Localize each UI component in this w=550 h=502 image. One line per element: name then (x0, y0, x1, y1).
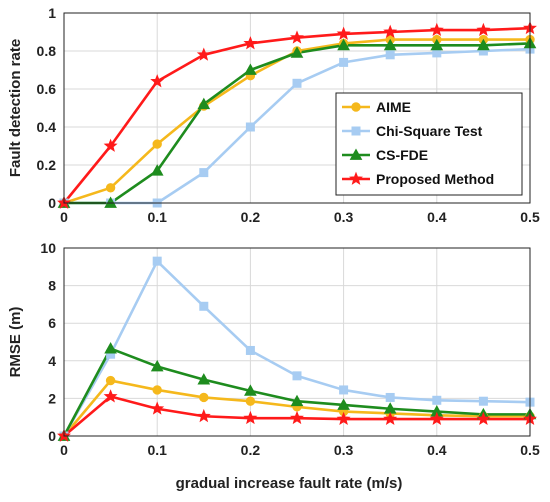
bottom-point-proposed-method (476, 411, 491, 426)
top-point-proposed-method (383, 24, 398, 38)
bottom-point-chi-square-test (292, 371, 302, 381)
bottom-point-proposed-method (290, 410, 304, 425)
legend-marker-proposed-method (349, 171, 363, 185)
top-x-tick-label: 0 (60, 209, 68, 225)
bottom-point-proposed-method (383, 411, 398, 426)
top-point-proposed-method (150, 74, 165, 88)
top-x-tick-label: 0.2 (241, 209, 261, 225)
bottom-panel-rmse: 0 0.1 0.2 0.3 0.4 0.5 0 2 4 6 8 10 RMSE (m) gradual… (7, 240, 540, 492)
bottom-point-proposed-method (196, 408, 211, 423)
bottom-y-tick-label: 6 (48, 315, 56, 331)
top-point-cs-fde (383, 38, 397, 51)
top-panel-fault-detection-rate: 0 0.1 0.2 0.3 0.4 0.5 0 0.2 0.4 0.6 0.8 1 Fault det… (7, 5, 540, 225)
bottom-point-aime (245, 396, 256, 406)
top-point-cs-fde (290, 46, 304, 58)
bottom-point-chi-square-test (478, 396, 488, 406)
top-y-tick-label: 0.4 (37, 119, 57, 135)
top-point-aime (152, 139, 162, 149)
top-x-tick-label: 0.5 (520, 209, 540, 225)
top-point-cs-fde (430, 38, 444, 51)
legend-label-proposed-method: Proposed Method (376, 171, 494, 187)
bottom-point-chi-square-test (152, 256, 162, 266)
top-point-proposed-method (429, 22, 444, 37)
top-y-tick-label: 1 (48, 5, 56, 21)
top-y-axis-label: Fault detection rate (7, 39, 24, 177)
bottom-x-tick-label: 0.2 (241, 442, 261, 458)
bottom-point-proposed-method (103, 389, 118, 403)
bottom-point-chi-square-test (385, 392, 395, 402)
bottom-point-cs-fde (337, 398, 350, 410)
bottom-point-proposed-method (243, 410, 258, 425)
bottom-point-aime (105, 375, 116, 386)
bottom-point-chi-square-test (432, 395, 442, 405)
bottom-y-axis-label: RMSE (m) (7, 307, 24, 378)
bottom-series-markers (57, 256, 537, 442)
top-point-proposed-method (196, 47, 211, 61)
top-y-tick-label: 0 (48, 195, 56, 211)
legend-label-aime: AIME (376, 99, 411, 115)
top-y-tick-label: 0.6 (37, 81, 57, 97)
bottom-point-cs-fde (290, 394, 304, 407)
bottom-x-tick-label: 0.3 (334, 442, 354, 458)
top-point-cs-fde (197, 97, 211, 110)
top-plot-area (63, 12, 531, 204)
legend: AIME Chi-Square Test CS-FDE Proposed Method (335, 92, 523, 196)
bottom-y-tick-label: 2 (48, 390, 56, 406)
bottom-y-tick-label: 8 (48, 278, 56, 294)
legend-label-chi-square-test: Chi-Square Test (376, 123, 483, 139)
bottom-point-proposed-method (150, 401, 165, 415)
top-x-tick-label: 0.4 (427, 209, 447, 225)
bottom-point-cs-fde (244, 384, 257, 396)
bottom-x-tick-label: 0.5 (520, 442, 540, 458)
top-tick-labels: 0 0.1 0.2 0.3 0.4 0.5 0 0.2 0.4 0.6 0.8 1 (37, 5, 540, 225)
top-point-cs-fde (150, 164, 164, 176)
bottom-y-tick-label: 4 (48, 353, 56, 369)
top-y-tick-label: 0.8 (37, 43, 57, 59)
top-point-proposed-method (103, 138, 118, 152)
top-x-tick-label: 0.1 (147, 209, 167, 225)
legend-marker-aime (351, 102, 361, 112)
top-point-cs-fde (337, 38, 350, 51)
bottom-point-cs-fde (104, 342, 117, 354)
top-point-chi-square-test (199, 168, 209, 178)
bottom-point-aime (199, 392, 209, 403)
bottom-plot-area (63, 247, 531, 437)
bottom-y-tick-label: 0 (48, 428, 56, 444)
top-point-proposed-method (243, 36, 258, 50)
bottom-point-chi-square-test (199, 301, 209, 311)
top-point-chi-square-test (245, 122, 255, 132)
top-point-proposed-method (336, 26, 351, 40)
bottom-point-proposed-method (336, 411, 351, 426)
top-point-chi-square-test (339, 57, 349, 67)
bottom-tick-labels: 0 0.1 0.2 0.3 0.4 0.5 0 2 4 6 8 10 (40, 240, 540, 458)
top-point-cs-fde (104, 196, 117, 208)
bottom-point-cs-fde (150, 359, 164, 372)
top-point-proposed-method (290, 30, 304, 44)
bottom-point-aime (152, 385, 162, 395)
legend-marker-chi-square-test (351, 126, 361, 136)
bottom-y-tick-label: 10 (40, 240, 56, 256)
legend-marker-cs-fde (349, 148, 363, 160)
legend-label-cs-fde: CS-FDE (376, 147, 428, 163)
top-point-aime (105, 183, 116, 193)
top-point-chi-square-test (292, 78, 302, 88)
top-point-proposed-method (476, 22, 491, 37)
x-axis-label: gradual increase fault rate (m/s) (176, 475, 403, 492)
top-point-cs-fde (244, 63, 257, 75)
top-y-tick-label: 0.2 (37, 157, 57, 173)
bottom-point-proposed-method (429, 411, 444, 426)
top-point-cs-fde (477, 38, 490, 51)
bottom-point-cs-fde (197, 373, 211, 385)
bottom-x-tick-label: 0 (60, 442, 68, 458)
top-x-tick-label: 0.3 (334, 209, 354, 225)
bottom-point-chi-square-test (339, 385, 349, 395)
bottom-x-tick-label: 0.4 (427, 442, 447, 458)
bottom-point-chi-square-test (245, 345, 255, 355)
top-point-chi-square-test (385, 50, 395, 60)
bottom-x-tick-label: 0.1 (147, 442, 167, 458)
